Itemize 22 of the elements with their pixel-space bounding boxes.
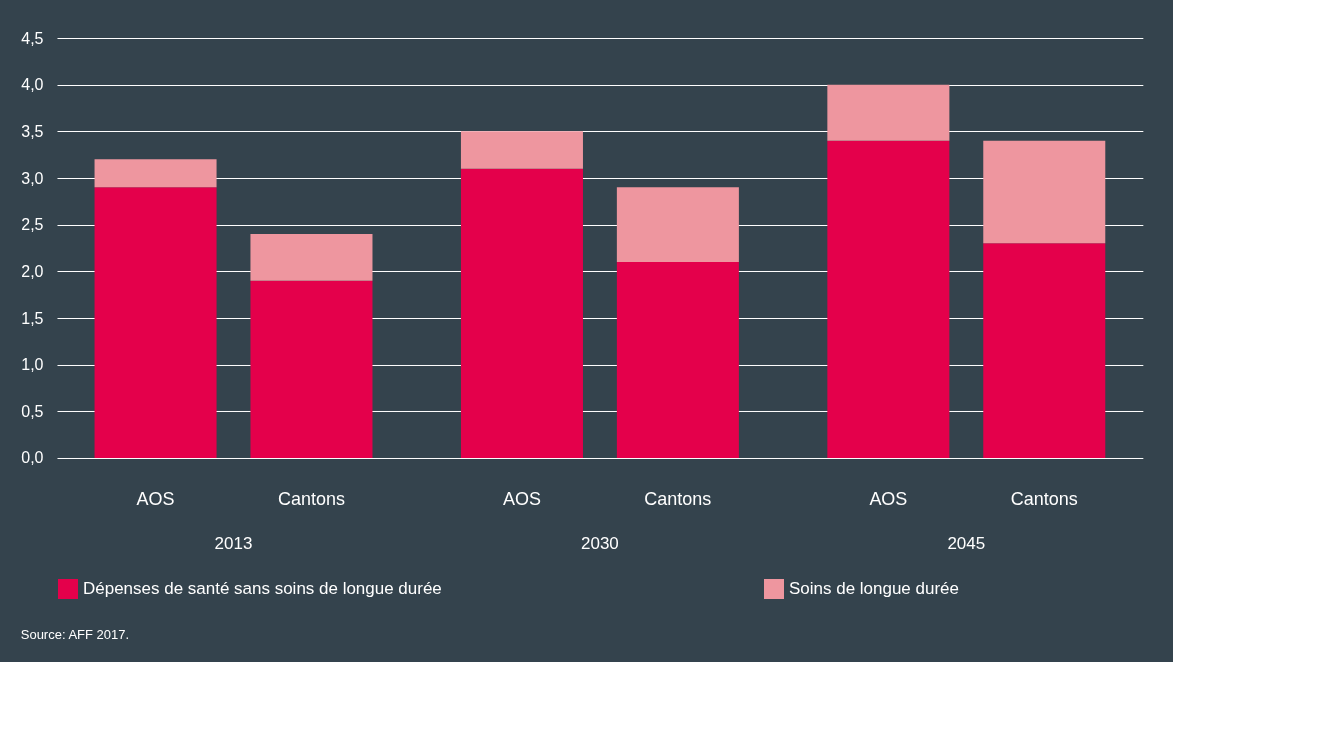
x-tick-label: Cantons [277,489,345,509]
y-tick-label: 1,5 [21,309,44,327]
y-tick-label: 4,5 [21,29,44,47]
x-tick-label: Cantons [644,489,712,509]
x-tick-label: AOS [136,489,175,509]
text: 2030 [581,534,619,553]
x-tick-label: AOS [869,489,908,509]
y-tick-label: 0,0 [21,449,44,467]
y-tick-label: 0,5 [21,402,44,420]
legend-label: Dépenses de santé sans soins de longue durée [83,579,442,598]
y-tick-label: 4,0 [21,76,44,94]
y-tick-label: 2,0 [21,262,44,280]
x-tick-label: AOS [502,489,541,509]
text: 2045 [947,534,986,553]
y-tick-label: 2,5 [21,216,44,234]
y-tick-label: 3,5 [21,122,44,140]
text: 2013 [214,534,253,553]
y-tick-label: 3,0 [21,169,44,187]
legend-label: Soins de longue durée [788,579,959,598]
source-note: Source: AFF 2017. [20,627,130,642]
x-tick-label: Cantons [1010,489,1078,509]
y-tick-label: 1,0 [21,356,44,374]
